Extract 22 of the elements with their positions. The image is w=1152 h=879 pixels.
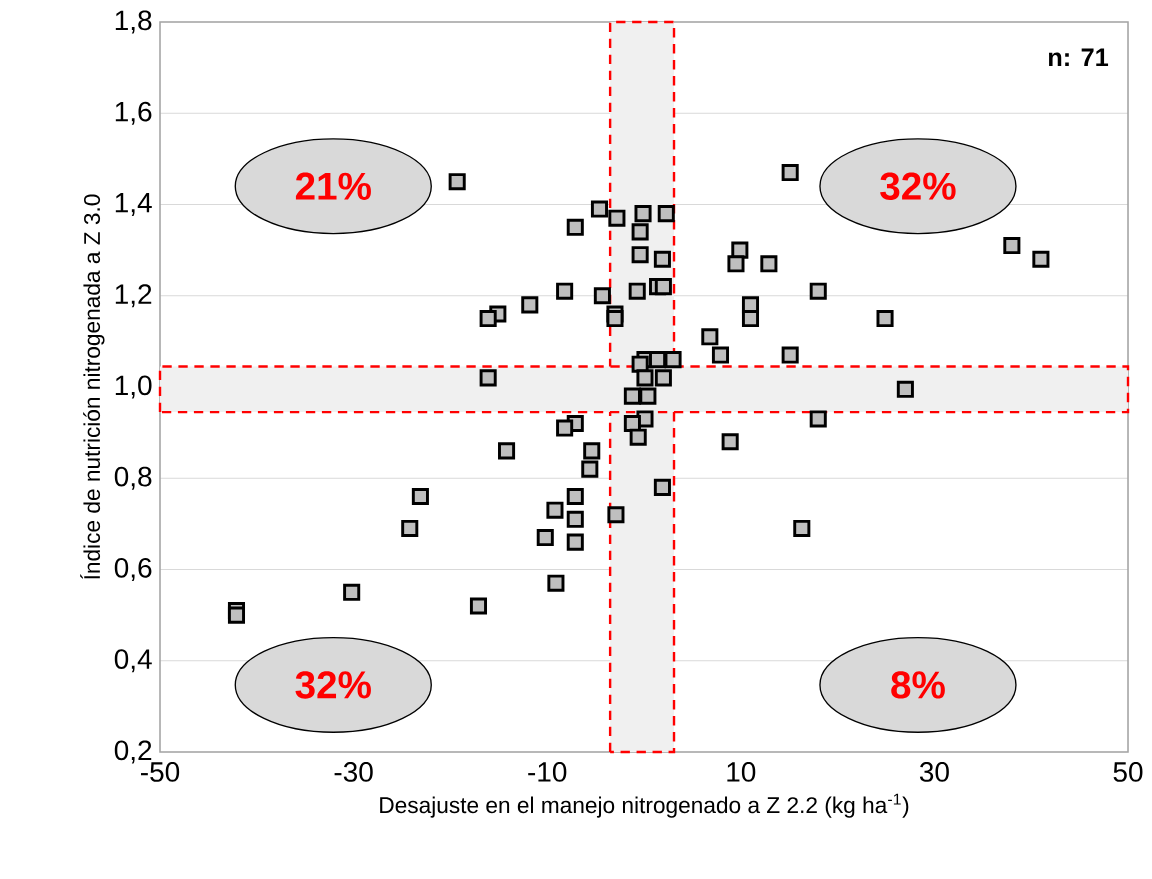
annotation: 21%: [295, 172, 371, 200]
x-tick-label: -50: [141, 762, 180, 782]
y-tick-label: 1,2: [115, 284, 152, 308]
x-tick-label: 30: [919, 762, 949, 782]
y-tick-label: 1,8: [115, 10, 152, 34]
x-axis-title: Desajuste en el manejo nitrogenado a Z 2.2 (kg ha$^{-1}$): [380, 793, 909, 818]
y-tick-label: 0,6: [114, 557, 152, 582]
x-tick-label: 50: [1113, 762, 1143, 782]
annotation: 8%: [891, 671, 945, 699]
annotation: 32%: [880, 172, 956, 200]
y-tick-label: 1,4: [115, 193, 152, 216]
x-tick-label: 10: [727, 762, 756, 782]
annotation: 32%: [295, 671, 371, 699]
y-tick-label: 0,8: [114, 466, 152, 490]
y-tick-label: 0,2: [114, 740, 152, 764]
y-axis-title: Índice de nutrición nitrogenada a Z 3.0: [80, 194, 105, 579]
annotation: n: 71: [1048, 48, 1109, 67]
y-tick-label: 1,6: [115, 101, 152, 125]
y-tick-label: 1,0: [115, 375, 152, 399]
y-tick-label: 0,4: [114, 649, 152, 673]
x-tick-label: -30: [334, 762, 373, 782]
x-tick-label: -10: [528, 762, 567, 782]
